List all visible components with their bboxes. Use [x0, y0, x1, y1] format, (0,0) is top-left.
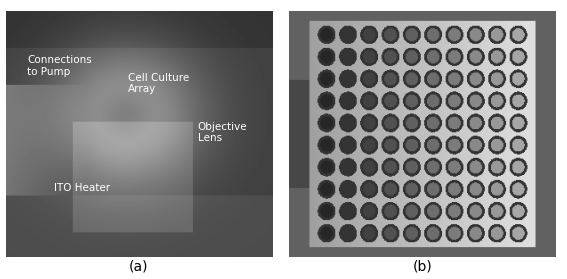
- Text: Cell Culture
Array: Cell Culture Array: [128, 73, 189, 94]
- Text: (a): (a): [129, 259, 149, 273]
- Text: Connections
to Pump: Connections to Pump: [27, 55, 92, 77]
- Text: ITO Heater: ITO Heater: [54, 183, 110, 193]
- Text: (b): (b): [413, 259, 432, 273]
- Text: Objective
Lens: Objective Lens: [197, 122, 247, 143]
